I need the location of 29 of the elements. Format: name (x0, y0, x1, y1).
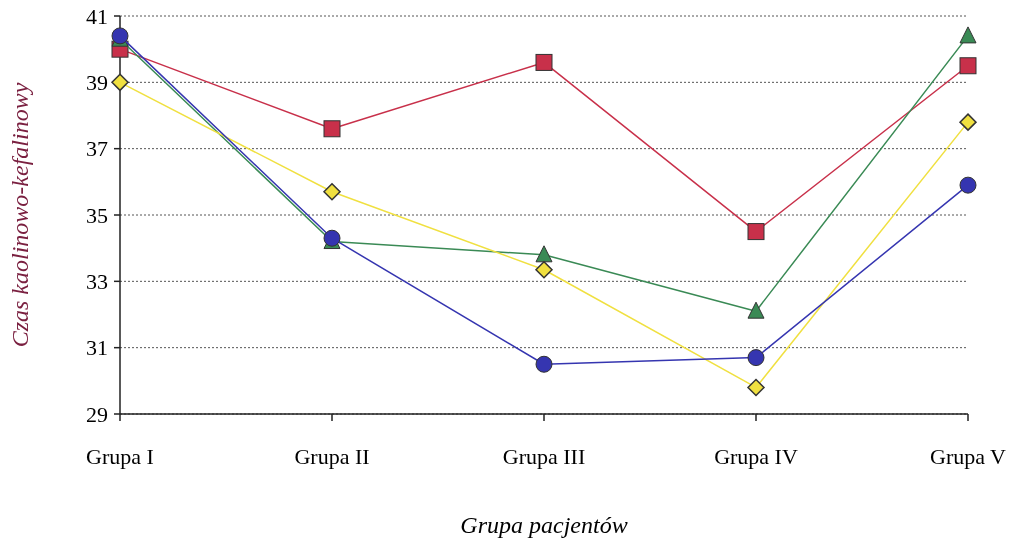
y-tick-label: 31 (86, 335, 108, 361)
x-tick-label: Grupa II (294, 444, 370, 469)
point (747, 378, 765, 397)
y-tick-label: 29 (86, 401, 108, 427)
point (959, 57, 977, 75)
point (747, 301, 765, 319)
point (747, 349, 765, 367)
point (535, 53, 553, 71)
y-tick-label: 37 (86, 136, 108, 162)
point (323, 183, 341, 201)
x-tick-label: Grupa V (930, 444, 1007, 469)
point (323, 120, 341, 138)
point (959, 113, 977, 131)
y-tick-label: 33 (86, 269, 108, 295)
y-tick-label: 39 (86, 70, 108, 96)
point (535, 260, 553, 279)
y-tick-label: 41 (86, 3, 108, 29)
x-axis-title: Grupa pacjentów (460, 512, 628, 538)
point (535, 355, 553, 373)
x-tick-label: Grupa I (86, 444, 154, 469)
y-axis-title: Czas kaolinowo-kefalinowy (7, 82, 33, 348)
point (535, 245, 553, 263)
point (747, 223, 765, 241)
x-tick-label: Grupa IV (714, 444, 798, 469)
x-tick-label: Grupa III (502, 444, 586, 469)
point (959, 176, 977, 194)
y-tick-label: 35 (86, 202, 108, 228)
point (959, 26, 977, 44)
point (111, 73, 129, 92)
